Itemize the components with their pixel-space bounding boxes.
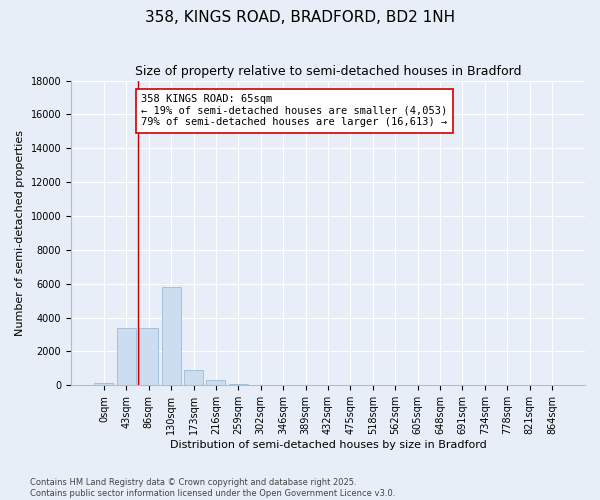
Bar bbox=[206, 380, 226, 386]
Bar bbox=[139, 328, 158, 386]
Bar bbox=[184, 370, 203, 386]
X-axis label: Distribution of semi-detached houses by size in Bradford: Distribution of semi-detached houses by … bbox=[170, 440, 487, 450]
Bar bbox=[161, 287, 181, 386]
Text: 358 KINGS ROAD: 65sqm
← 19% of semi-detached houses are smaller (4,053)
79% of s: 358 KINGS ROAD: 65sqm ← 19% of semi-deta… bbox=[142, 94, 448, 128]
Text: Contains HM Land Registry data © Crown copyright and database right 2025.
Contai: Contains HM Land Registry data © Crown c… bbox=[30, 478, 395, 498]
Bar bbox=[251, 384, 271, 386]
Text: 358, KINGS ROAD, BRADFORD, BD2 1NH: 358, KINGS ROAD, BRADFORD, BD2 1NH bbox=[145, 10, 455, 25]
Bar bbox=[117, 328, 136, 386]
Y-axis label: Number of semi-detached properties: Number of semi-detached properties bbox=[15, 130, 25, 336]
Bar bbox=[229, 384, 248, 386]
Bar bbox=[94, 383, 113, 386]
Title: Size of property relative to semi-detached houses in Bradford: Size of property relative to semi-detach… bbox=[135, 65, 521, 78]
